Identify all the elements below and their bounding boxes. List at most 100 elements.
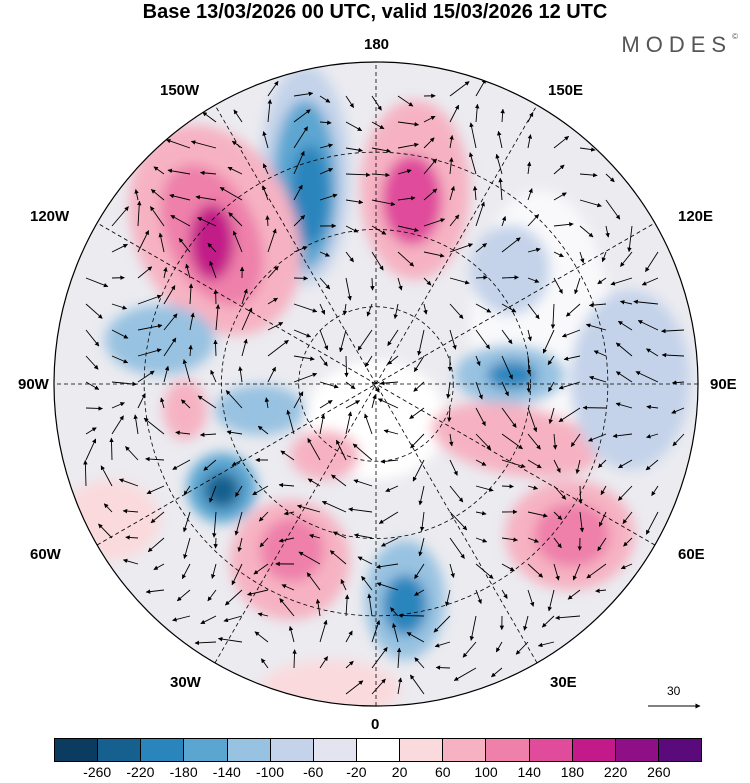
wind-vector [396,647,402,669]
wind-vector [293,372,318,383]
wind-vector [366,303,373,317]
wind-vector [267,228,277,253]
wind-vector [378,511,399,524]
wind-vector [298,551,321,565]
wind-vector [526,355,532,375]
wind-vector [232,230,243,253]
wind-vector [147,537,165,553]
wind-vector [579,225,594,238]
wind-vector [319,193,338,201]
wind-vector [231,563,243,586]
colorbar-bin [98,739,142,761]
wind-vector [319,303,326,315]
wind-vector [397,677,403,695]
wind-vector [645,511,659,535]
wind-vector [397,121,420,127]
wind-vector [449,277,470,285]
wind-vector [262,131,269,149]
wind-vector [181,563,191,580]
wind-vector [364,413,373,435]
wind-vector [449,157,454,175]
wind-vector [605,225,610,238]
wind-vector [153,563,165,570]
wind-vector [332,531,347,539]
wind-vector [623,537,633,547]
wind-vector [225,390,243,409]
wind-vector [296,504,321,513]
wind-vector [449,459,458,476]
wind-vector [111,329,129,339]
wind-vector [267,322,284,331]
wind-vector [231,459,243,466]
wind-vector [589,375,607,383]
wind-vector [336,439,347,461]
wind-vector [172,615,191,622]
wind-vector [393,303,399,319]
colorbar-bin [658,739,702,761]
wind-vector [353,479,373,487]
wind-vector [475,381,483,400]
wind-vector [397,225,419,233]
wind-vector [410,433,425,449]
wind-vector [553,222,574,227]
wind-vector [209,260,217,279]
wind-vector [501,407,517,428]
wind-vector [145,456,165,462]
wind-vector [319,381,339,389]
wind-vector [672,433,685,447]
wind-vector [618,459,633,469]
wind-vector [223,615,243,623]
wind-vector [213,339,218,357]
wind-vector [414,657,425,669]
chart-title: Base 13/03/2026 00 UTC, valid 15/03/2026… [142,1,608,23]
wind-vector [267,80,279,97]
wind-vector [319,400,333,409]
colorbar-bin [529,739,573,761]
wind-vector [267,265,279,279]
wind-vector [501,459,526,468]
wind-vector [150,206,165,227]
wind-vector [371,251,384,271]
wind-vector [340,579,347,591]
wind-vector [319,120,332,125]
wind-vector [212,511,217,538]
wind-vector [561,329,581,338]
wind-vector [183,485,191,496]
wind-vector [167,168,191,175]
colorbar-tick-label: -140 [212,764,241,780]
wind-vector [344,355,349,378]
wind-vector [309,533,321,539]
wind-vector [449,104,460,123]
wind-vector [622,511,633,524]
wind-vector [345,121,363,132]
lon-label-30w: 30W [170,674,201,691]
wind-vector [447,407,452,423]
anomaly-patch [204,472,240,508]
wind-vector [364,355,373,368]
wind-vector [523,615,529,631]
wind-vector [553,563,560,581]
wind-vector [548,381,555,392]
wind-vector [397,195,416,201]
wind-vector [361,575,373,591]
colorbar-bin [572,739,616,761]
wind-vector [111,355,129,364]
wind-vector [651,485,659,497]
wind-vector [474,103,480,123]
wind-vector [293,150,305,175]
wind-vector [526,161,532,175]
wind-vector [646,433,659,439]
wind-vector [137,230,150,253]
brand-mark: © [732,32,738,41]
wind-vector [469,615,477,641]
wind-vector [615,402,633,409]
wind-vector [475,485,494,492]
wind-vector [570,433,581,447]
wind-vector [449,329,457,350]
wind-vector [380,537,399,547]
wind-vector [329,550,347,565]
anomaly-patch [60,480,160,560]
wind-vector [306,572,321,591]
wind-vector [267,339,289,357]
wind-vector [292,649,297,669]
